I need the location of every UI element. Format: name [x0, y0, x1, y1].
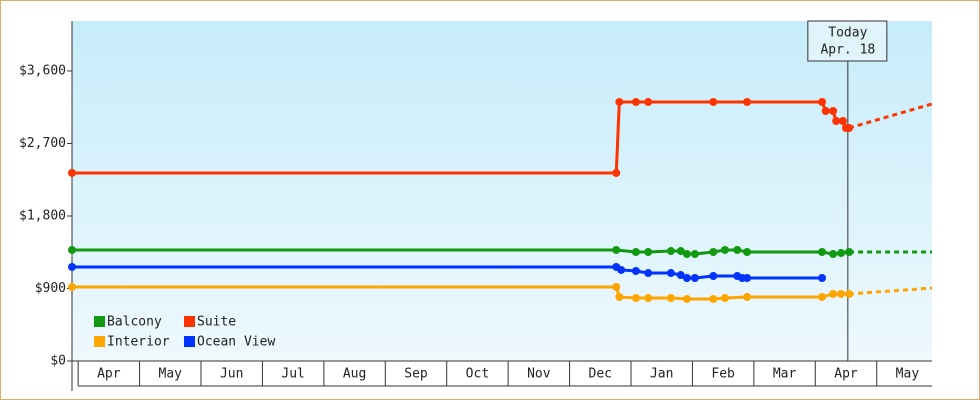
x-tick-label: Apr [97, 367, 121, 382]
point [68, 282, 76, 291]
x-tick-label: May [159, 367, 183, 382]
today-label: Today [828, 26, 867, 41]
point [644, 293, 653, 302]
point [720, 245, 729, 254]
point [644, 247, 653, 256]
point [837, 249, 846, 258]
point [676, 247, 685, 256]
x-tick-label: May [896, 367, 920, 382]
y-tick-label: $0 [50, 354, 66, 369]
x-tick-label: Feb [711, 367, 735, 382]
point [829, 289, 838, 298]
today-label: Apr. 18 [820, 43, 875, 58]
y-tick-label: $1,800 [19, 208, 66, 223]
x-tick-label: Sep [404, 367, 428, 382]
point [68, 168, 76, 177]
point [709, 97, 718, 106]
point [709, 294, 718, 303]
point [615, 97, 624, 106]
point [617, 265, 626, 274]
point [829, 250, 838, 259]
point [837, 289, 846, 298]
point [631, 247, 640, 256]
point [612, 168, 621, 177]
x-tick-label: Jun [220, 367, 243, 382]
point [818, 292, 827, 301]
point [845, 247, 854, 256]
point [838, 116, 847, 125]
point [821, 106, 830, 115]
x-tick-label: Nov [527, 367, 551, 382]
point [743, 292, 752, 301]
y-tick-label: $900 [35, 281, 66, 296]
plot-area [72, 21, 932, 361]
point [682, 274, 691, 283]
point [733, 245, 742, 254]
y-tick-label: $2,700 [19, 136, 66, 151]
point [720, 293, 729, 302]
point [818, 247, 827, 256]
point [68, 245, 76, 254]
point [690, 250, 699, 259]
point [676, 271, 685, 280]
point [644, 97, 653, 106]
forecast-line [848, 286, 933, 296]
x-tick-label: Aug [343, 367, 366, 382]
point [709, 272, 718, 280]
point [743, 97, 752, 106]
point [818, 274, 827, 283]
point [829, 106, 838, 115]
point [832, 116, 841, 125]
point [845, 123, 854, 132]
point [709, 247, 718, 256]
x-tick-label: Mar [773, 367, 797, 382]
point [743, 247, 752, 256]
point [612, 282, 621, 291]
point [615, 292, 624, 301]
point [682, 250, 691, 259]
point [666, 269, 675, 278]
today-box [807, 20, 888, 62]
series-line [72, 248, 850, 256]
point [631, 293, 640, 302]
point [631, 267, 640, 276]
x-tick-label: Jul [281, 367, 304, 382]
point [631, 97, 640, 106]
point [818, 97, 827, 106]
legend-label: Interior [107, 335, 170, 350]
legend-swatch [94, 316, 105, 327]
x-tick-label: Jan [650, 367, 673, 382]
point [845, 289, 854, 298]
legend-label: Suite [197, 315, 236, 330]
x-tick-label: Oct [466, 367, 489, 382]
legend-swatch [184, 316, 195, 327]
point [644, 269, 653, 278]
point [666, 293, 675, 302]
legend-label: Balcony [107, 315, 162, 330]
point [666, 247, 675, 256]
point [612, 245, 621, 254]
legend-label: Ocean View [197, 335, 275, 350]
x-tick-label: Dec [589, 367, 612, 382]
point [743, 274, 752, 283]
legend-swatch [184, 336, 195, 347]
legend-swatch [94, 336, 105, 347]
point [68, 262, 76, 271]
point [682, 294, 691, 303]
point [690, 274, 699, 283]
x-tick-label: Apr [834, 367, 858, 382]
y-tick-label: $3,600 [19, 63, 66, 78]
